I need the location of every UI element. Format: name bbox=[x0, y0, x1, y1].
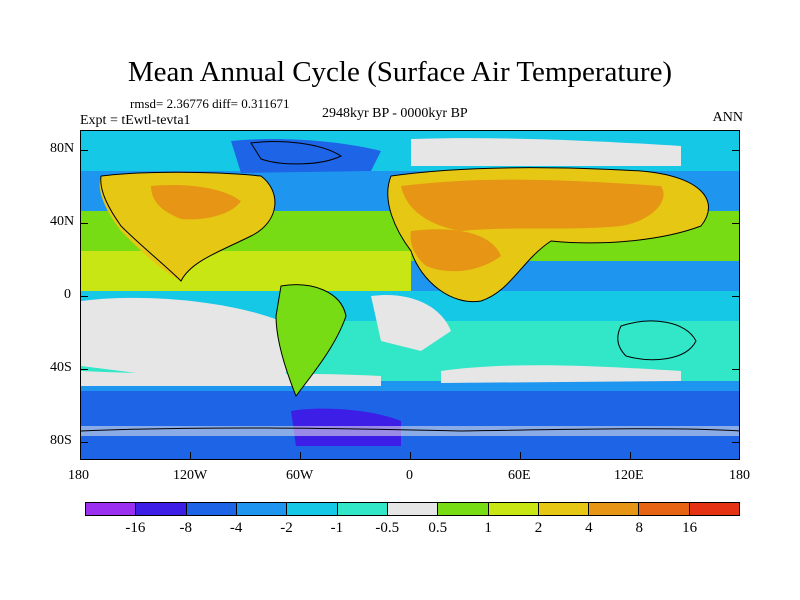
season-label: ANN bbox=[712, 110, 743, 125]
lat-tick-40n bbox=[80, 223, 88, 224]
lat-tick-80n bbox=[80, 150, 88, 151]
australia bbox=[617, 321, 696, 360]
lat-tick-right-40s bbox=[732, 369, 740, 370]
lat-label-0: 0 bbox=[64, 287, 71, 302]
sahara-hot bbox=[410, 229, 501, 272]
stats-text: rmsd= 2.36776 diff= 0.311671 bbox=[130, 96, 290, 111]
southern-ocean-band bbox=[81, 391, 739, 459]
neutral-band-south bbox=[441, 365, 681, 383]
colorbar-label: 1 bbox=[484, 520, 492, 536]
lon-tick-120w bbox=[190, 452, 191, 460]
neutral-region-pacific bbox=[81, 297, 301, 386]
colorbar bbox=[85, 502, 740, 516]
experiment-label: Expt = tEwtl-tevta1 bbox=[80, 113, 191, 128]
colorbar-label: -16 bbox=[125, 520, 146, 536]
lat-tick-right-80s bbox=[732, 442, 740, 443]
lon-tick-60w bbox=[300, 452, 301, 460]
arctic-cold-region bbox=[231, 139, 381, 173]
lon-tick-0 bbox=[410, 452, 411, 460]
eurasia-hot bbox=[401, 179, 664, 231]
colorbar-segment-1 bbox=[136, 503, 187, 515]
warm-band-tropics bbox=[81, 251, 411, 291]
lat-tick-80s bbox=[80, 442, 88, 443]
colorbar-segment-12 bbox=[689, 503, 740, 515]
colorbar-segment-0 bbox=[86, 503, 137, 515]
colorbar-segment-8 bbox=[488, 503, 539, 515]
lon-label-60e: 60E bbox=[508, 468, 531, 483]
lon-tick-120e bbox=[630, 452, 631, 460]
arctic-neutral-region bbox=[411, 138, 681, 166]
lat-tick-0 bbox=[80, 296, 88, 297]
lon-label-120w: 120W bbox=[173, 468, 208, 483]
antarctic-coast-band bbox=[81, 426, 739, 436]
colorbar-label: 2 bbox=[534, 520, 543, 536]
lon-label-120e: 120E bbox=[614, 468, 644, 483]
south-america bbox=[276, 284, 346, 396]
colorbar-label: -2 bbox=[280, 520, 293, 536]
colorbar-label: 16 bbox=[682, 520, 698, 536]
colorbar-segment-7 bbox=[438, 503, 489, 515]
colorbar-segment-9 bbox=[538, 503, 590, 515]
colorbar-segment-2 bbox=[186, 503, 237, 515]
period-label: 2948kyr BP - 0000kyr BP bbox=[322, 106, 468, 121]
coastlines bbox=[81, 141, 739, 432]
temperature-anomaly-map bbox=[81, 131, 739, 459]
colorbar-label: -0.5 bbox=[375, 520, 400, 536]
colorbar-label: -8 bbox=[179, 520, 193, 536]
north-america-hot bbox=[151, 184, 241, 220]
lat-label-40n: 40N bbox=[50, 214, 75, 229]
lat-label-80s: 80S bbox=[50, 433, 72, 448]
colorbar-label: -1 bbox=[330, 520, 344, 536]
colorbar-label: 8 bbox=[635, 520, 643, 536]
lon-tick-180w bbox=[80, 452, 81, 460]
colorbar-segment-10 bbox=[589, 503, 640, 515]
lat-label-80n: 80N bbox=[50, 141, 75, 156]
colorbar-segment-11 bbox=[639, 503, 690, 515]
lon-tick-60e bbox=[520, 452, 521, 460]
map-plot-area bbox=[80, 130, 740, 460]
lat-tick-right-0 bbox=[732, 296, 740, 297]
colorbar-segment-5 bbox=[337, 503, 388, 515]
lon-label-180w: 180 bbox=[68, 468, 89, 483]
lat-tick-right-80n bbox=[732, 150, 740, 151]
lat-tick-right-40n bbox=[732, 223, 740, 224]
chart-title: Mean Annual Cycle (Surface Air Temperatu… bbox=[127, 56, 673, 88]
neutral-region-atlantic bbox=[371, 295, 451, 351]
colorbar-segment-4 bbox=[287, 503, 338, 515]
lat-tick-40s bbox=[80, 369, 88, 370]
colorbar-label: -4 bbox=[229, 520, 243, 536]
colorbar-segment-3 bbox=[236, 503, 288, 515]
lon-label-60w: 60W bbox=[286, 468, 314, 483]
lon-label-0: 0 bbox=[406, 468, 413, 483]
colorbar-segment-6 bbox=[387, 503, 439, 515]
lon-tick-180e bbox=[739, 452, 740, 460]
lon-label-180e: 180 bbox=[729, 468, 750, 483]
colorbar-label: 4 bbox=[585, 520, 593, 536]
colorbar-label: 0.5 bbox=[428, 520, 448, 536]
lat-label-40s: 40S bbox=[50, 360, 72, 375]
